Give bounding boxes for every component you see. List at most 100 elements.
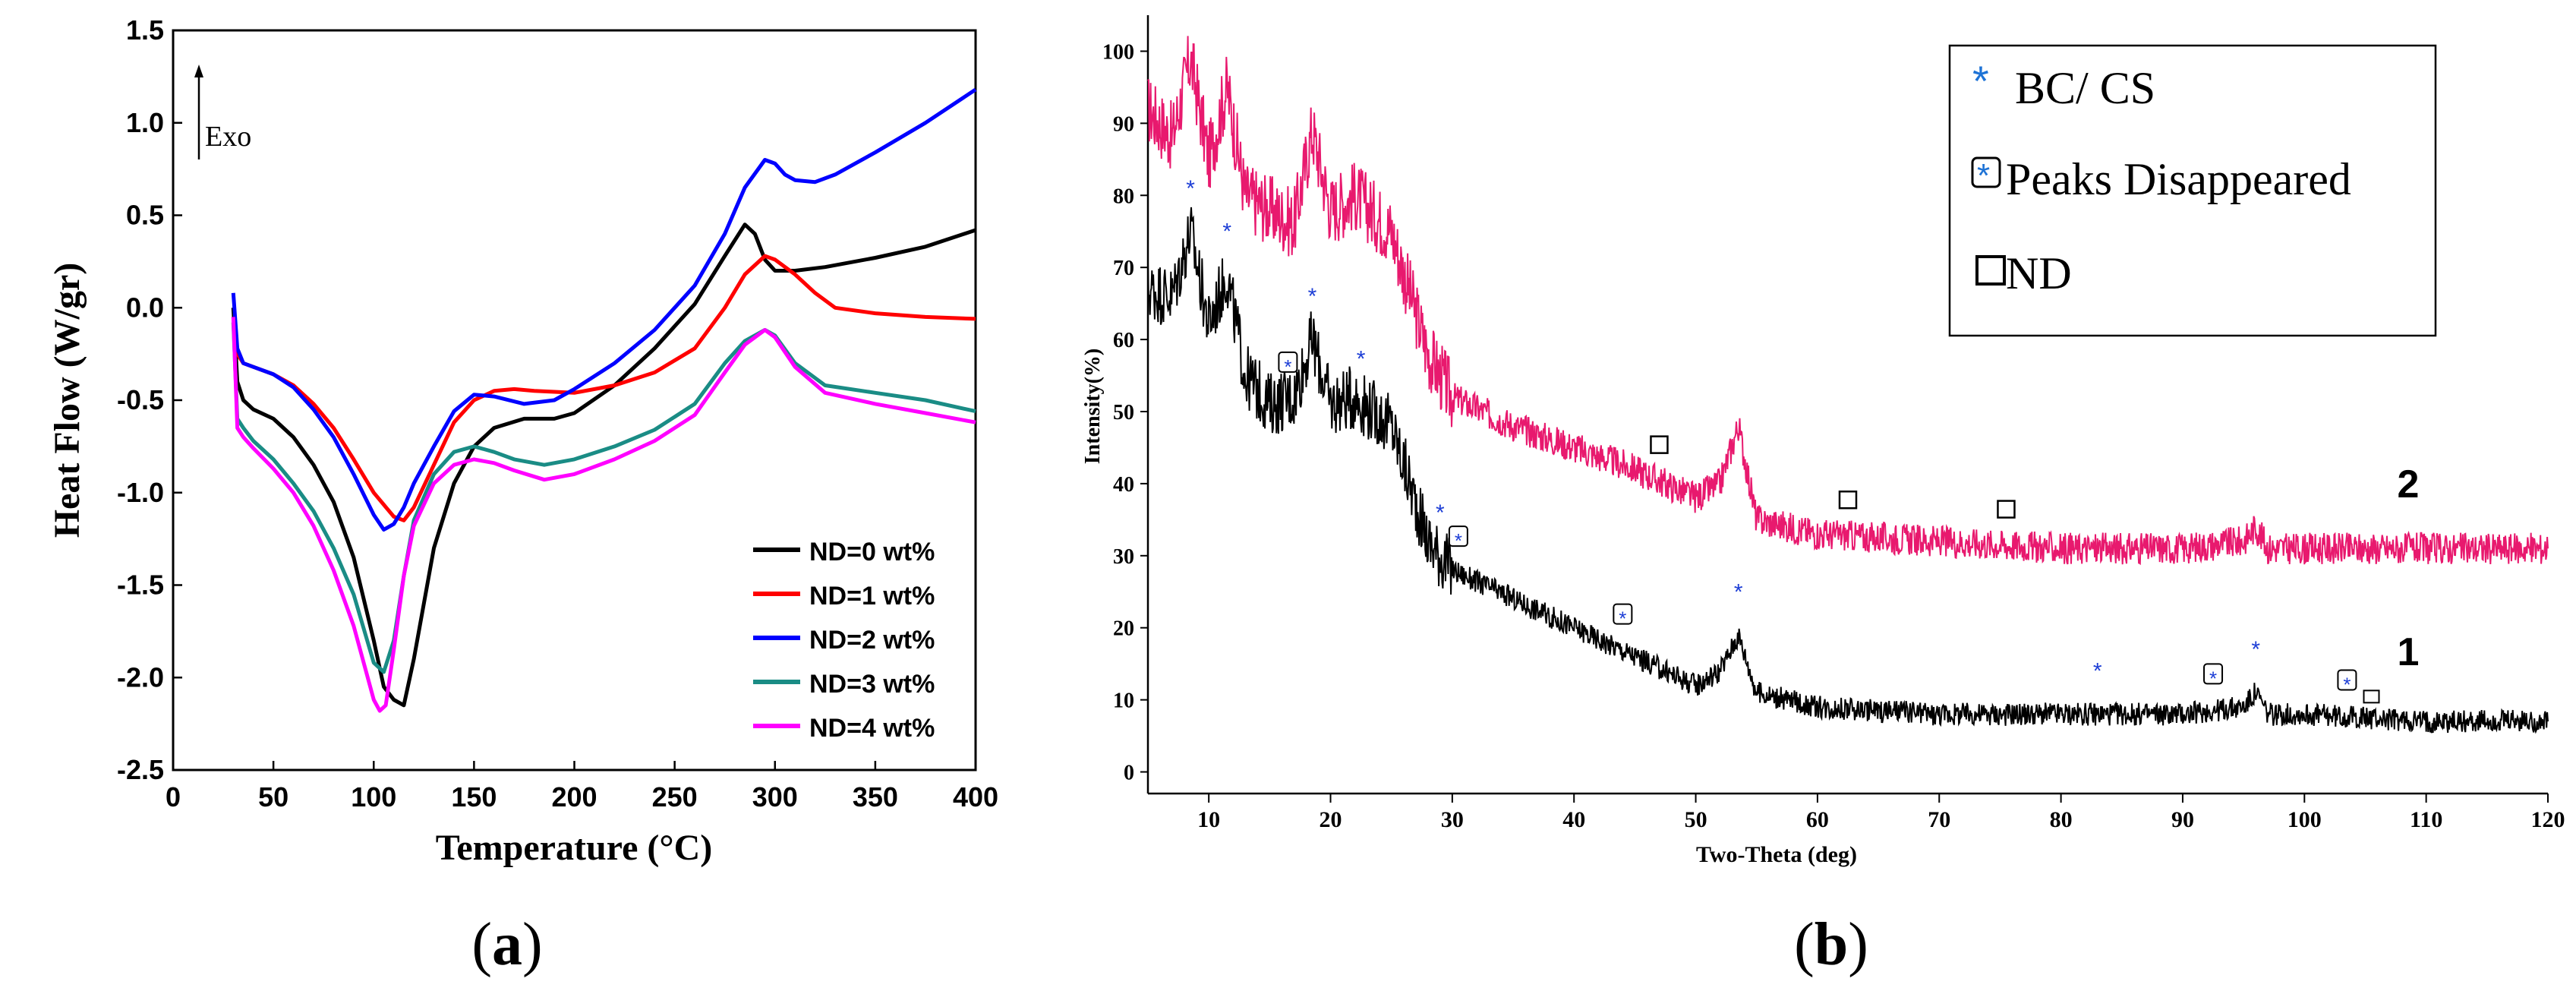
y-tick-label: 40: [1113, 473, 1134, 497]
peak-asterisk-marker: *: [1436, 500, 1445, 525]
disappeared-peak-asterisk: *: [1455, 529, 1462, 552]
disappeared-peak-asterisk: *: [1619, 607, 1626, 630]
panel-b-caption-letter: b: [1815, 911, 1849, 978]
panel-a-y-ticks: -2.5 -2.0 -1.5 -1.0 -0.5 0.0 0.5 1.0 1.5: [117, 14, 182, 785]
y-tick-label: 60: [1113, 329, 1134, 352]
curve-label-2: 2: [2398, 462, 2420, 506]
panel-a-legend: ND=0 wt% ND=1 wt% ND=2 wt% ND=3 wt% ND=4…: [753, 538, 935, 743]
x-tick-label: 0: [166, 781, 181, 813]
y-tick-label: 0.0: [126, 292, 164, 323]
disappeared-peak-asterisk: *: [2209, 667, 2217, 689]
panel-b-legend-frame: [1948, 44, 2437, 337]
panel-b-y-axis-title: Intensity(%): [1081, 349, 1105, 464]
x-tick-label: 20: [1320, 807, 1342, 832]
y-tick-label: 0: [1124, 762, 1134, 785]
disappeared-peak-asterisk: *: [1284, 355, 1291, 378]
y-tick-label: -1.0: [117, 477, 164, 508]
panel-b-x-ticks: 10 20 30 40 50 60 70 80 90 100 110 120: [1197, 794, 2565, 832]
series-line-nd4: [231, 317, 976, 713]
x-tick-label: 300: [752, 781, 798, 813]
panel-a-x-axis-title: Temperature (°C): [436, 828, 712, 868]
x-tick-label: 50: [1685, 807, 1707, 832]
curve-label-1: 1: [2398, 630, 2420, 674]
peak-asterisk-marker: *: [1308, 284, 1317, 309]
x-tick-label: 110: [2410, 807, 2442, 832]
y-tick-label: 1.5: [126, 14, 164, 46]
x-tick-label: 40: [1562, 807, 1585, 832]
legend-label-nd0: ND=0 wt%: [809, 538, 935, 566]
series-line-nd0: [231, 222, 976, 708]
disappeared-peak-box: [2337, 669, 2357, 691]
disappeared-peak-box: [1613, 603, 1633, 625]
x-tick-label: 100: [351, 781, 396, 813]
y-tick-label: -2.0: [117, 661, 164, 693]
peak-asterisk-marker: *: [2093, 659, 2102, 684]
y-tick-label: 10: [1113, 689, 1134, 713]
panel-a-x-ticks: 0 50 100 150 200 250 300 350 400: [166, 761, 998, 813]
x-tick-label: 400: [953, 781, 998, 813]
y-tick-label: 70: [1113, 257, 1134, 280]
series-line-1: [1147, 207, 2549, 734]
legend-label-bc-cs: BC/ CS: [2015, 63, 2155, 113]
panel-a-caption-label: (a): [471, 911, 542, 978]
x-tick-label: 80: [2050, 807, 2073, 832]
legend-label-peaks-disappeared: Peaks Disappeared: [2006, 154, 2351, 204]
panel-a-series-lines: [231, 87, 977, 713]
legend-label-nd2: ND=2 wt%: [809, 626, 935, 655]
legend-label-nd: ND: [2006, 248, 2072, 298]
exo-arrow-head: [194, 65, 203, 77]
nd-square-marker: [1838, 491, 1858, 510]
panel-b-peak-markers: * * * * * * * * * * * * *: [1186, 176, 2380, 704]
series-line-nd2: [231, 87, 977, 532]
disappeared-peak-box: [2203, 663, 2224, 685]
y-tick-label: 30: [1113, 545, 1134, 569]
x-tick-label: 150: [451, 781, 497, 813]
x-tick-label: 90: [2171, 807, 2194, 832]
legend-label-nd1: ND=1 wt%: [809, 582, 935, 611]
x-tick-label: 250: [652, 781, 698, 813]
peak-asterisk-marker: *: [1222, 219, 1231, 245]
y-tick-label: 50: [1113, 401, 1134, 424]
x-tick-label: 120: [2531, 807, 2565, 832]
peak-asterisk-marker: *: [1357, 346, 1366, 371]
legend-square-icon: [1975, 255, 2006, 286]
x-tick-label: 10: [1197, 807, 1220, 832]
y-tick-label: 0.5: [126, 200, 164, 231]
legend-boxed-asterisk-star: *: [1977, 157, 1990, 194]
y-tick-label: 80: [1113, 185, 1134, 208]
legend-boxed-asterisk-icon: [1971, 156, 2001, 188]
x-tick-label: 100: [2288, 807, 2322, 832]
panel-b-x-axis-title: Two-Theta (deg): [1696, 842, 1857, 867]
panel-b-caption-label: (b): [1794, 911, 1868, 978]
peak-asterisk-marker: *: [1186, 176, 1195, 201]
peak-asterisk-marker: *: [2251, 637, 2260, 662]
disappeared-peak-asterisk: *: [2343, 673, 2351, 696]
panel-b-legend: * BC/ CS * Peaks Disappeared ND: [1948, 44, 2437, 337]
legend-asterisk-icon: *: [1972, 57, 1989, 105]
panel-b-xrd-chart: 10 20 30 40 50 60 70 80 90 100 110 120 0 10 20 30 40 50 6…: [1081, 15, 2565, 978]
y-tick-label: -1.5: [117, 570, 164, 601]
y-tick-label: -0.5: [117, 384, 164, 415]
y-tick-label: -2.5: [117, 754, 164, 785]
peak-asterisk-marker: *: [1734, 579, 1743, 604]
nd-square-marker: [1650, 435, 1669, 454]
x-tick-label: 60: [1806, 807, 1829, 832]
panel-a-caption-letter: a: [492, 911, 522, 978]
series-line-2: [1147, 36, 2549, 566]
panel-b-y-ticks: 0 10 20 30 40 50 60 70 80 90 100: [1102, 40, 1148, 785]
panel-a-dsc-chart: 0 50 100 150 200 250 300 350 400 -2.5 -2.0 -1.5 -1.…: [47, 14, 998, 978]
small-peak-box: [2363, 689, 2380, 704]
y-tick-label: 20: [1113, 617, 1134, 641]
series-line-nd1: [231, 254, 976, 522]
x-tick-label: 200: [551, 781, 597, 813]
x-tick-label: 70: [1928, 807, 1950, 832]
legend-label-nd4: ND=4 wt%: [809, 714, 935, 743]
panel-a-y-axis-title: Heat Flow (W/gr): [47, 263, 87, 538]
y-tick-label: 1.0: [126, 107, 164, 138]
panel-b-series-lines: [1147, 36, 2549, 734]
x-tick-label: 30: [1441, 807, 1464, 832]
nd-square-marker: [1997, 500, 2016, 519]
disappeared-peak-box: [1448, 525, 1468, 547]
x-tick-label: 50: [258, 781, 288, 813]
